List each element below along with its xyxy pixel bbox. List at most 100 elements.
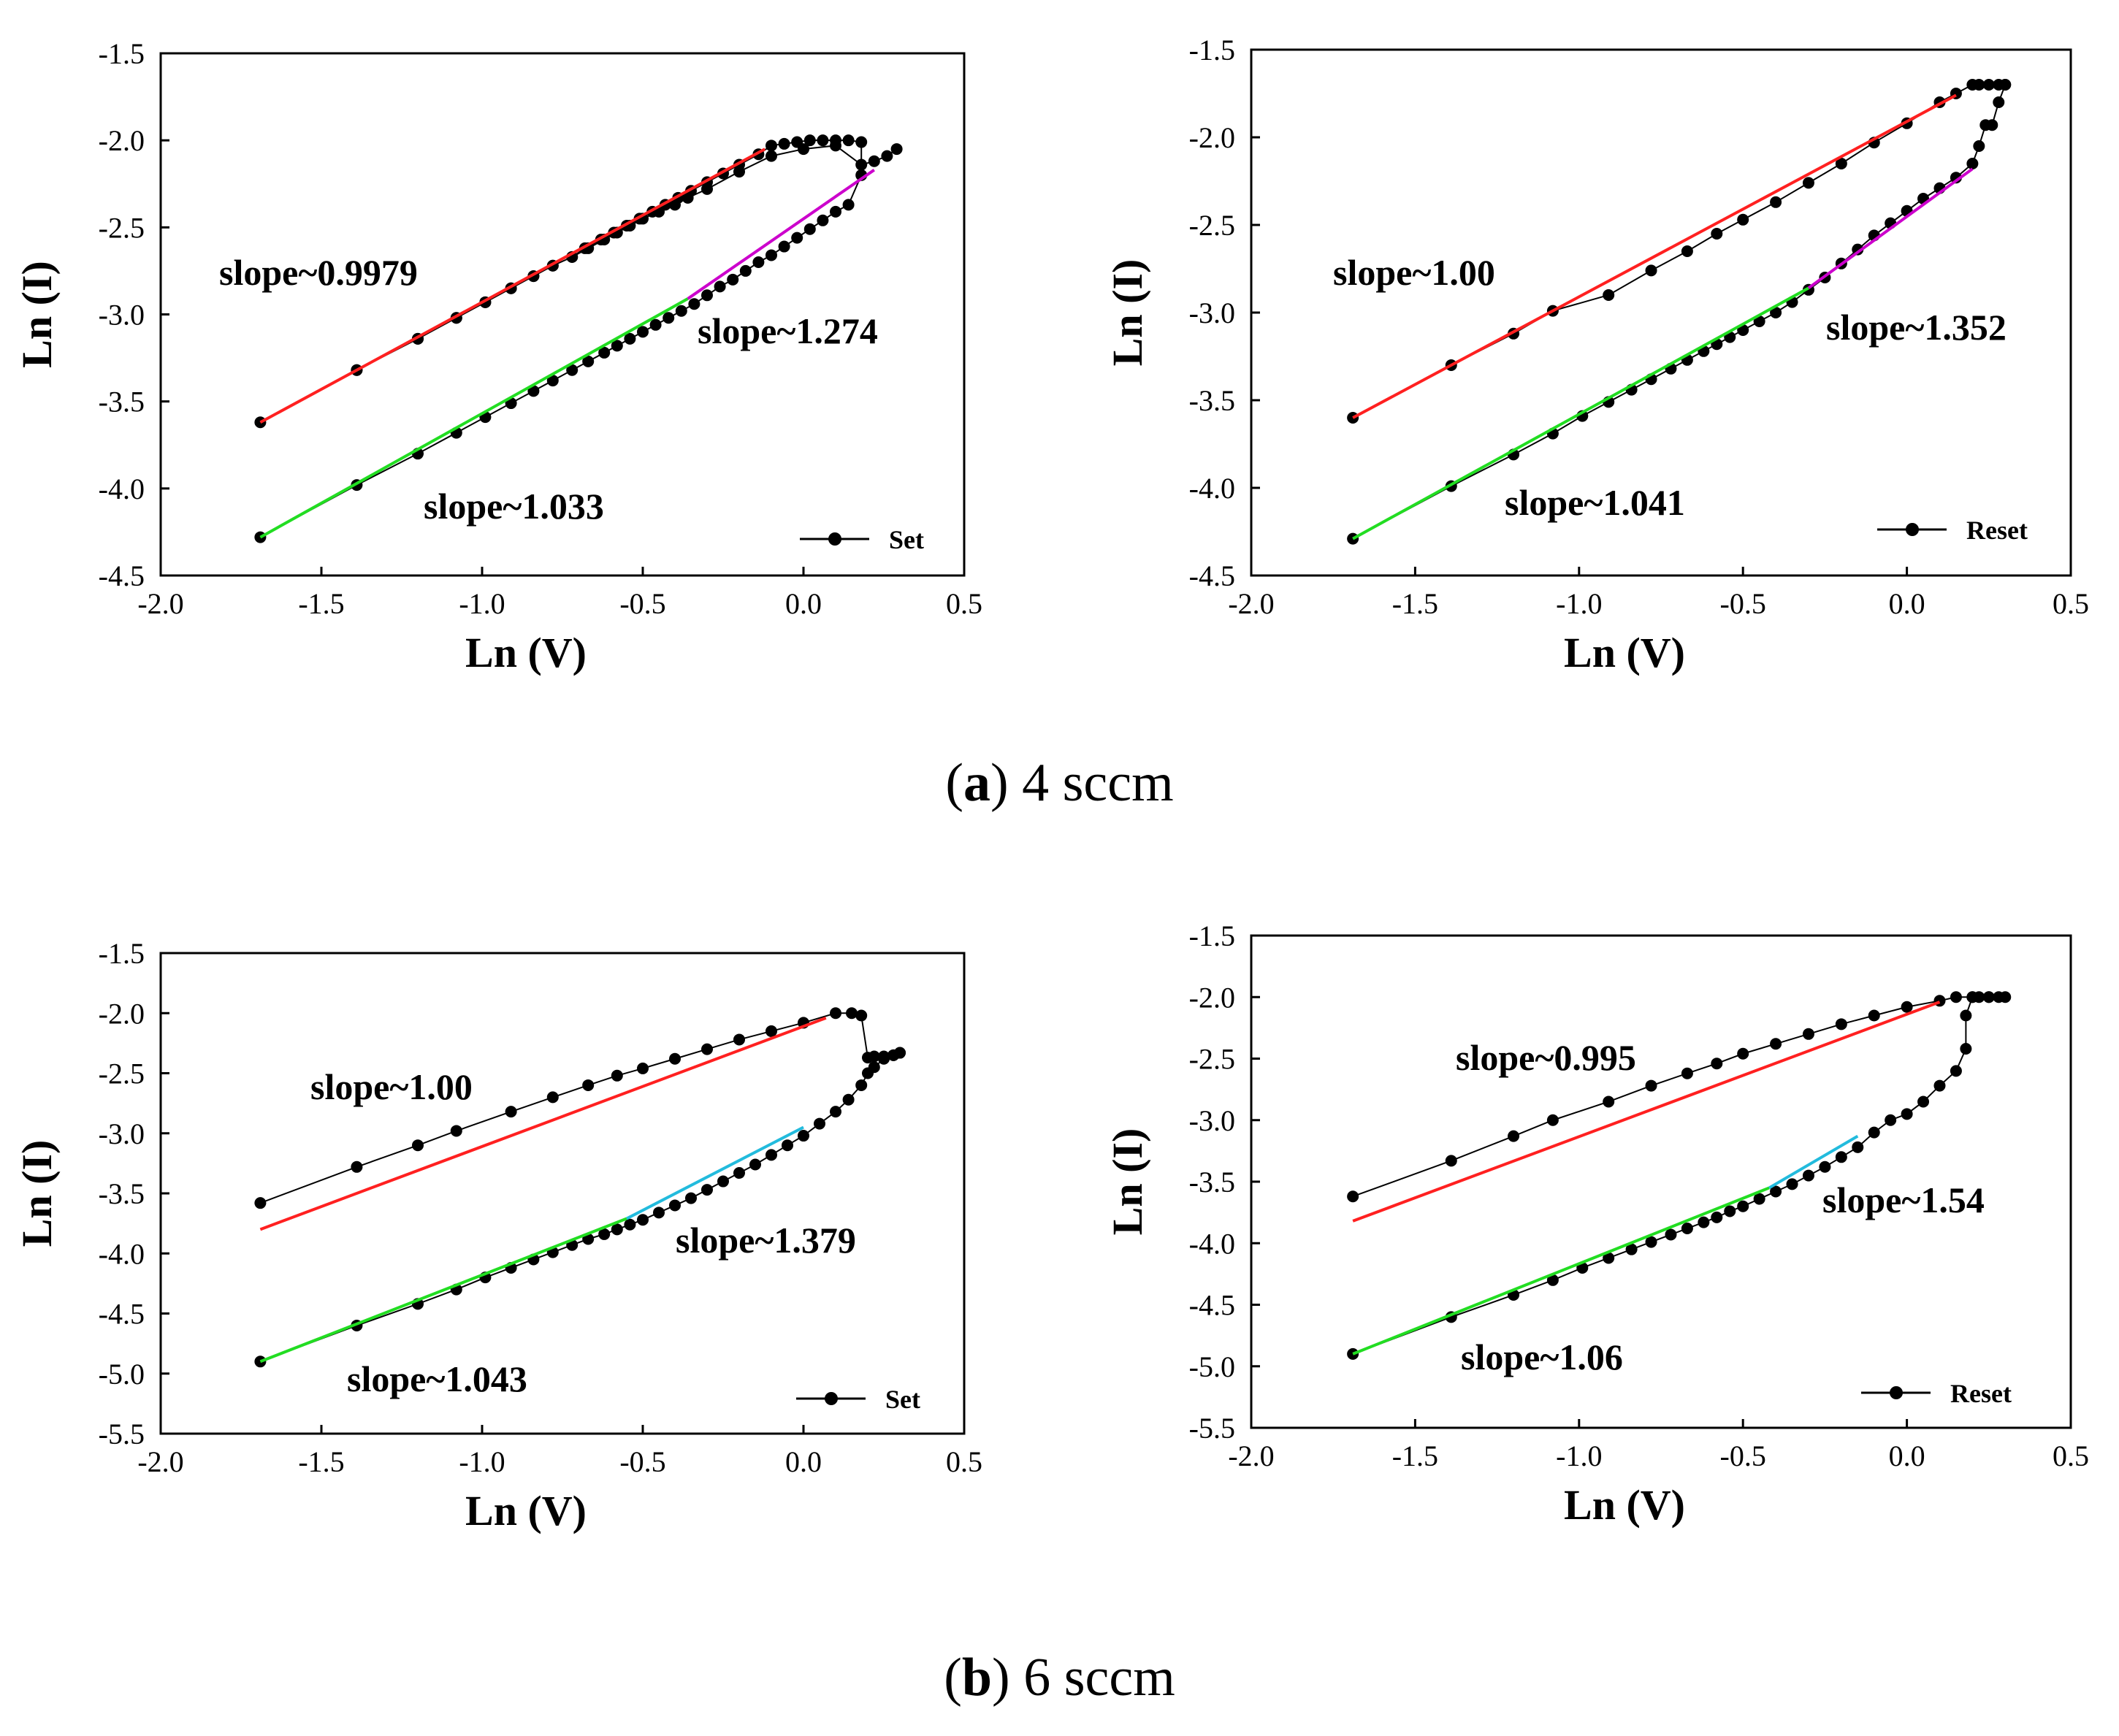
x-tick-label: -1.5 (1392, 587, 1438, 620)
data-point (714, 280, 726, 293)
y-tick-label: -4.0 (1189, 1227, 1235, 1260)
y-tick-label: -1.5 (99, 37, 145, 70)
caption-b: (b) 6 sccm (944, 1648, 1175, 1708)
data-point (752, 256, 765, 268)
slope-annotation: slope~1.274 (698, 310, 878, 351)
data-point (254, 1197, 267, 1209)
y-tick-label: -3.5 (1189, 1166, 1235, 1198)
data-point (890, 143, 903, 156)
data-point (868, 155, 880, 167)
x-tick-label: -1.0 (459, 587, 505, 620)
y-tick-label: -5.0 (1189, 1350, 1235, 1383)
x-tick-label: -2.0 (1228, 1439, 1274, 1472)
data-point (1770, 1038, 1782, 1050)
y-tick-label: -2.5 (99, 1058, 145, 1090)
data-point (685, 1192, 697, 1204)
data-point (1835, 158, 1847, 169)
x-axis-title: Ln (V) (1564, 629, 1685, 676)
data-point (1973, 140, 1985, 152)
data-point (855, 1079, 868, 1091)
data-point (1645, 1079, 1657, 1092)
data-point (1852, 243, 1864, 256)
data-point (1960, 1009, 1972, 1022)
data-point (749, 1158, 761, 1171)
legend-marker (825, 1392, 838, 1405)
fit-line (626, 1125, 804, 1220)
y-tick-label: -1.5 (1189, 919, 1235, 952)
y-tick-label: -1.5 (99, 937, 145, 970)
data-point (1770, 196, 1782, 208)
y-tick-label: -4.0 (1189, 472, 1235, 505)
x-tick-label: -0.5 (619, 587, 665, 620)
x-tick-label: -1.5 (298, 1445, 344, 1478)
data-point (1681, 1223, 1693, 1235)
x-tick-label: -0.5 (619, 1445, 665, 1478)
data-point (1999, 991, 2012, 1003)
data-point (803, 223, 816, 235)
data-point (681, 191, 694, 204)
data-point (1603, 1095, 1615, 1108)
legend-marker (1906, 523, 1919, 536)
data-point (624, 332, 636, 345)
data-point (1737, 1200, 1749, 1212)
data-point (817, 134, 829, 147)
data-point (765, 150, 777, 162)
y-tick-label: -4.0 (99, 473, 145, 505)
x-tick-label: -1.0 (1556, 1439, 1602, 1472)
fit-line (687, 169, 875, 300)
x-tick-label: -2.0 (137, 587, 183, 620)
data-point (855, 158, 868, 171)
y-axis-title: Ln (I) (13, 261, 61, 368)
data-point (1868, 1009, 1880, 1022)
data-point (830, 139, 841, 152)
data-point (887, 1049, 900, 1061)
y-tick-label: -4.0 (99, 1237, 145, 1270)
x-tick-label: 0.5 (946, 1445, 982, 1478)
data-point (842, 134, 855, 147)
data-point (505, 1106, 517, 1118)
data-point (688, 298, 700, 310)
x-axis-title: Ln (V) (465, 1487, 587, 1534)
data-point (830, 1106, 841, 1118)
data-point (412, 1139, 424, 1152)
data-point (701, 1043, 713, 1055)
chart-panel-3: -2.0 -1.5 -1.0 -0.5 0.0 0.5 -5.5 -5.0 -4.5 -4.0 -3… (13, 937, 982, 1534)
y-tick-label: -3.5 (99, 1177, 145, 1210)
y-axis-title: Ln (I) (13, 1140, 61, 1247)
data-point (1546, 1274, 1559, 1286)
data-point (546, 375, 559, 387)
data-point (546, 1091, 559, 1104)
x-tick-label: 0.5 (946, 587, 982, 620)
y-tick-label: -3.5 (99, 386, 145, 418)
data-point (611, 1069, 623, 1082)
data-point (842, 1093, 855, 1106)
slope-annotation: slope~0.995 (1456, 1037, 1636, 1078)
data-point (727, 273, 739, 286)
legend-label: Set (889, 525, 924, 554)
data-point (1665, 1228, 1677, 1241)
data-point (1711, 228, 1723, 240)
x-tick-label: 0.0 (785, 1445, 822, 1478)
x-axis-title: Ln (V) (1564, 1481, 1685, 1529)
data-point (611, 340, 623, 352)
data-point (649, 318, 662, 331)
y-tick-label: -5.5 (1189, 1412, 1235, 1445)
caption-b-letter: b (961, 1648, 993, 1708)
x-tick-label: 0.0 (1889, 587, 1925, 620)
data-point (1770, 307, 1782, 318)
data-point (1835, 1151, 1847, 1163)
chart-panel-2: -2.0 -1.5 -1.0 -0.5 0.0 0.5 -4.5 -4.0 -3.5 -3.0 -2… (1104, 34, 2089, 676)
data-point (765, 1149, 777, 1161)
data-point (653, 1207, 665, 1219)
data-point (868, 1061, 880, 1074)
data-point (1982, 991, 1995, 1003)
slope-annotation: slope~1.041 (1505, 482, 1685, 523)
data-point (624, 1218, 636, 1231)
x-tick-label: 0.5 (2053, 1439, 2089, 1472)
caption-a-letter: a (963, 753, 990, 813)
data-point (1603, 289, 1615, 301)
data-point (1933, 1079, 1946, 1092)
x-tick-label: -1.5 (1392, 1439, 1438, 1472)
data-point (765, 249, 777, 261)
